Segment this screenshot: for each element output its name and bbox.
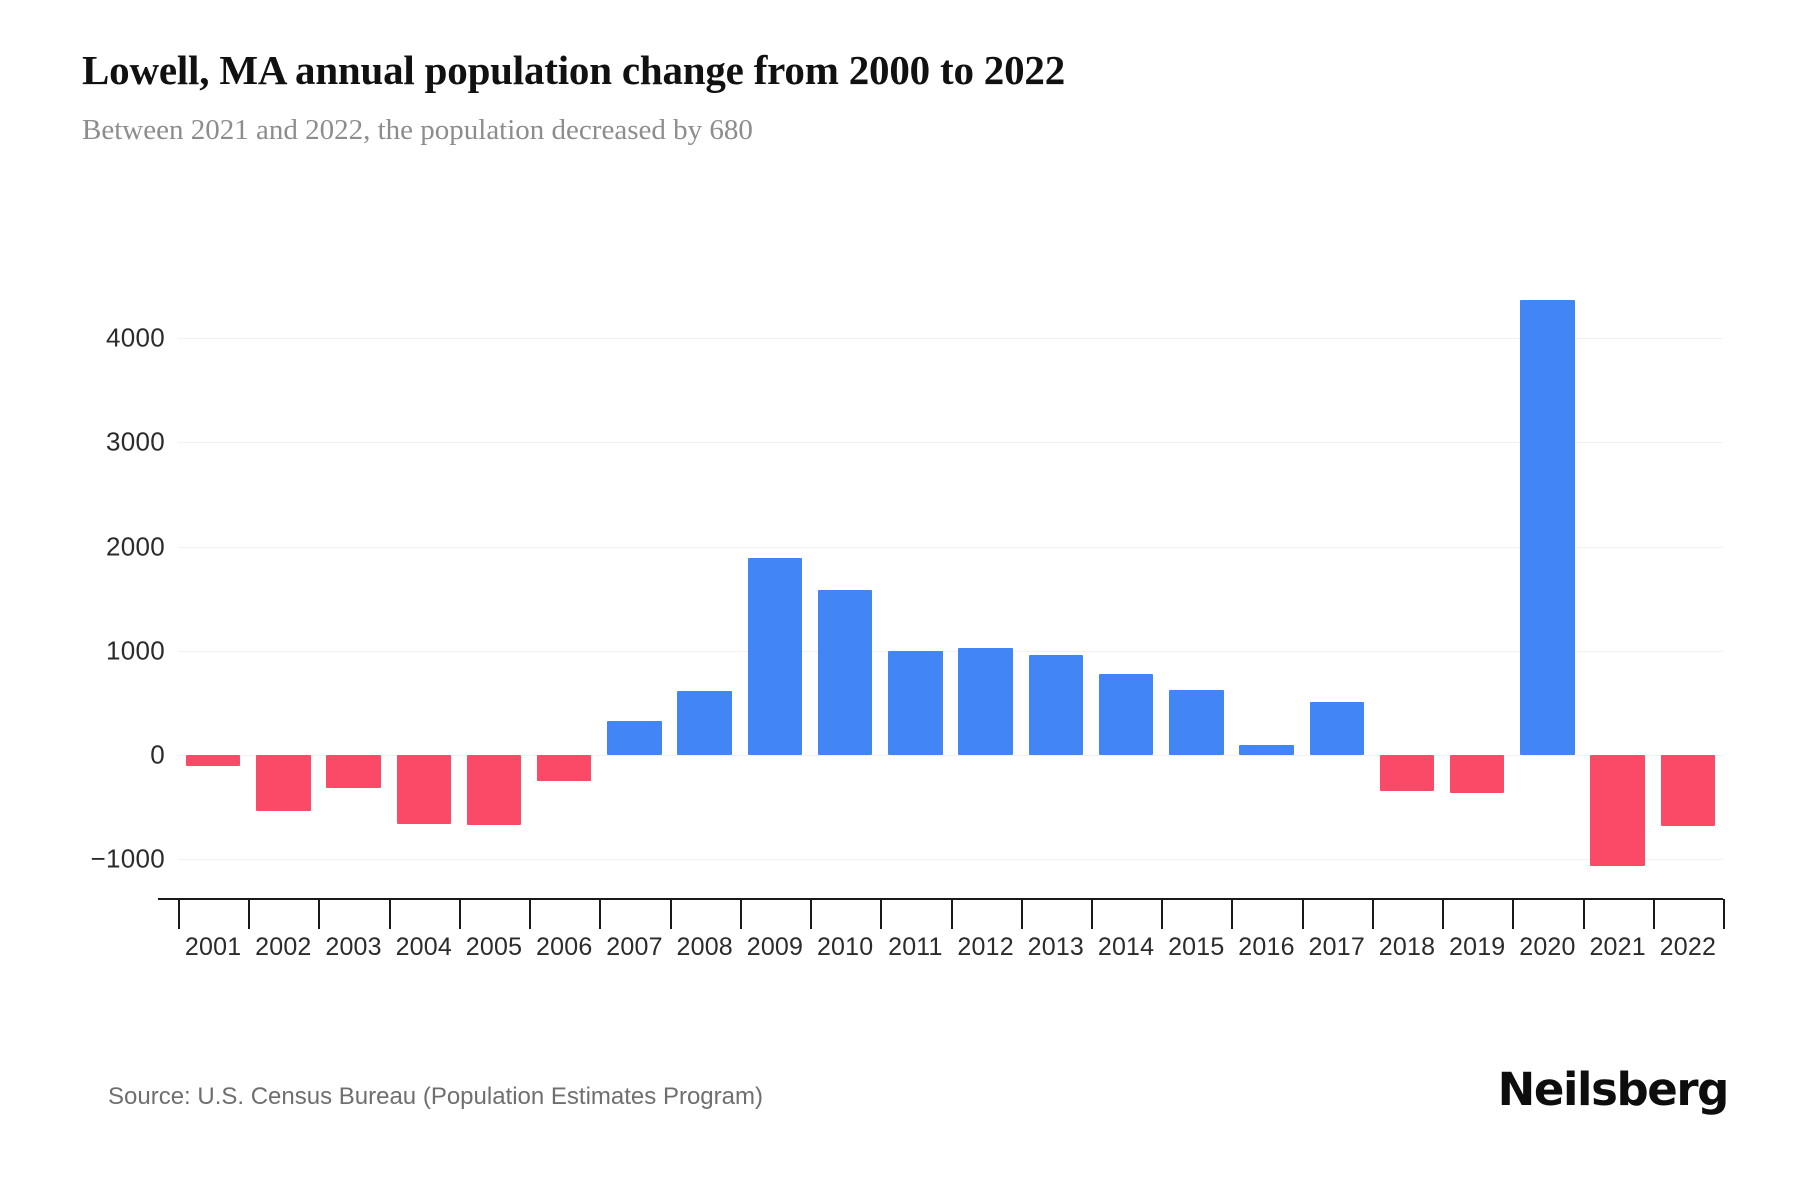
bar-2012[interactable] [958,647,1013,755]
y-axis-tick-label: 0 [150,739,165,770]
bar-2005[interactable] [466,755,522,825]
bar-2018[interactable] [1379,755,1435,792]
x-axis-tick-label-2019: 2019 [1448,933,1506,961]
x-axis-tick [599,899,602,929]
x-axis-tick-label-2012: 2012 [957,933,1014,961]
bar-2019[interactable] [1449,755,1505,793]
x-axis-tick-label-2015: 2015 [1168,933,1225,961]
x-axis-tick [529,899,532,929]
x-axis-tick [950,899,953,929]
x-axis-tick [739,899,742,929]
gridline [178,859,1723,861]
bar-2008[interactable] [677,691,732,755]
x-axis-tick-label-2008: 2008 [676,933,733,961]
x-axis-tick [1090,899,1093,929]
bar-2011[interactable] [888,650,943,755]
bar-2016[interactable] [1239,744,1294,755]
y-axis-tick-label: 1000 [105,635,165,666]
bar-2017[interactable] [1309,701,1364,755]
x-axis-tick [318,899,321,929]
x-axis-tick [1020,899,1023,929]
y-axis-tick-label: 2000 [105,531,165,561]
y-axis-tick-label: −1000 [90,843,165,874]
bar-2020[interactable] [1520,300,1575,755]
y-axis-tick-label: 3000 [105,426,165,457]
bar-2010[interactable] [817,590,873,755]
x-axis-tick [1723,899,1725,929]
brand-logo: Neilsberg [1497,1063,1730,1116]
x-axis-tick [1371,899,1374,929]
x-axis-tick [388,899,391,929]
bar-2007[interactable] [607,720,662,755]
page-title: Lowell, MA annual population change from… [82,47,1065,93]
bar-2003[interactable] [326,755,381,789]
x-axis-tick-label-2018: 2018 [1378,933,1436,961]
gridline [178,442,1723,444]
gridline [178,650,1723,652]
bar-2004[interactable] [396,755,451,824]
x-axis-tick [458,899,461,929]
x-axis-tick-label-2014: 2014 [1097,933,1155,961]
bar-2021[interactable] [1590,755,1645,866]
x-axis-tick [880,899,883,929]
x-axis-tick-label-2006: 2006 [536,933,593,961]
gridline [178,546,1723,548]
x-axis-tick-label-2003: 2003 [325,933,382,961]
bar-2015[interactable] [1169,690,1224,755]
bar-2022[interactable] [1660,755,1716,826]
chart-subtitle: Between 2021 and 2022, the population de… [82,113,753,146]
bar-2002[interactable] [256,755,311,812]
x-axis-tick-label-2020: 2020 [1519,933,1576,961]
x-axis-tick [1442,899,1445,929]
x-axis-tick [1512,899,1515,929]
x-axis-tick-label-2002: 2002 [255,933,312,961]
x-axis-tick [1161,899,1164,929]
x-axis-tick-label-2009: 2009 [746,933,804,961]
x-axis-tick-label-2022: 2022 [1659,933,1717,961]
chart-header: Lowell, MA annual population change from… [82,47,1682,148]
x-axis-tick-label-2004: 2004 [395,933,452,961]
x-axis-tick-label-2017: 2017 [1308,933,1365,961]
x-axis-tick-label-2021: 2021 [1589,933,1646,961]
x-axis-line [158,898,1723,900]
x-axis-tick [1301,899,1304,929]
x-axis-tick [1582,899,1585,929]
bar-2014[interactable] [1098,673,1154,755]
bar-2006[interactable] [537,755,592,782]
gridline [178,338,1723,339]
bar-2001[interactable] [185,755,241,767]
x-axis-tick [178,899,180,929]
x-axis-tick-label-2001: 2001 [184,933,242,961]
x-axis-tick [1652,899,1655,929]
source-note: Source: U.S. Census Bureau (Population E… [108,1083,763,1110]
bar-2009[interactable] [747,557,803,755]
x-axis-tick-label-2011: 2011 [888,933,943,961]
x-axis-tick-label-2013: 2013 [1027,933,1085,961]
bars-group [178,0,1723,1200]
x-axis-tick [248,899,251,929]
x-axis-tick [1231,899,1234,929]
x-axis-tick-label-2005: 2005 [465,933,523,961]
x-axis-tick-label-2016: 2016 [1238,933,1295,961]
bar-2013[interactable] [1028,654,1084,755]
gridline [178,755,1723,756]
x-axis-tick-label-2010: 2010 [816,933,874,961]
x-axis-tick-label-2007: 2007 [606,933,663,961]
y-axis-tick-label: 4000 [105,322,165,353]
x-axis-tick [669,899,672,929]
x-axis-tick [810,899,813,929]
